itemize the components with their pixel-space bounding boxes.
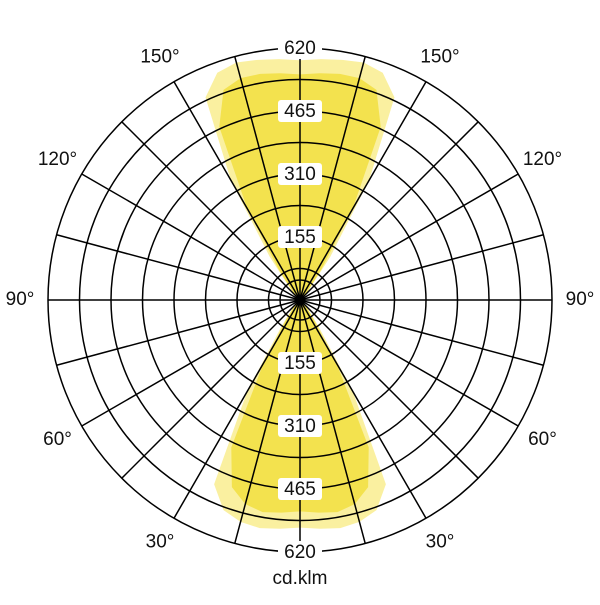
spoke xyxy=(81,173,301,301)
r-tick-label: 155 xyxy=(284,227,316,248)
r-tick-label: 620 xyxy=(284,542,316,563)
angle-label: 120° xyxy=(523,149,562,170)
spoke xyxy=(299,173,519,301)
spoke xyxy=(173,81,301,301)
angle-label: 150° xyxy=(420,47,459,68)
spoke xyxy=(81,299,301,427)
angle-label: 90° xyxy=(566,289,595,310)
spoke xyxy=(121,299,301,479)
r-tick-label: 465 xyxy=(284,101,316,122)
angle-label: 120° xyxy=(38,149,77,170)
label-bg xyxy=(278,541,322,563)
label-bg xyxy=(278,415,322,437)
r-tick-label: 155 xyxy=(284,353,316,374)
label-bg xyxy=(278,352,322,374)
spoke xyxy=(299,81,427,301)
r-tick-label: 310 xyxy=(284,416,316,437)
angle-label: 60° xyxy=(43,429,72,450)
spoke xyxy=(56,234,301,301)
spoke xyxy=(299,299,427,519)
spoke xyxy=(299,299,519,427)
spoke xyxy=(299,299,544,366)
angle-label: 90° xyxy=(6,289,35,310)
r-tick-label: 465 xyxy=(284,479,316,500)
spoke xyxy=(299,299,366,544)
label-bg xyxy=(278,163,322,185)
angle-label: 30° xyxy=(146,532,175,553)
angle-label: 60° xyxy=(528,429,557,450)
spoke xyxy=(299,299,479,479)
spoke xyxy=(121,121,301,301)
spoke xyxy=(234,299,301,544)
unit-label: cd.klm xyxy=(273,568,328,589)
label-bg xyxy=(278,226,322,248)
angle-label: 150° xyxy=(140,47,179,68)
r-tick-label: 620 xyxy=(284,38,316,59)
label-bg xyxy=(278,478,322,500)
spoke xyxy=(234,56,301,301)
angle-label: 30° xyxy=(426,532,455,553)
label-bg xyxy=(278,100,322,122)
r-tick-label: 310 xyxy=(284,164,316,185)
spoke xyxy=(56,299,301,366)
spoke xyxy=(299,121,479,301)
spoke xyxy=(299,234,544,301)
spoke xyxy=(299,56,366,301)
spoke xyxy=(173,299,301,519)
label-bg xyxy=(278,37,322,59)
